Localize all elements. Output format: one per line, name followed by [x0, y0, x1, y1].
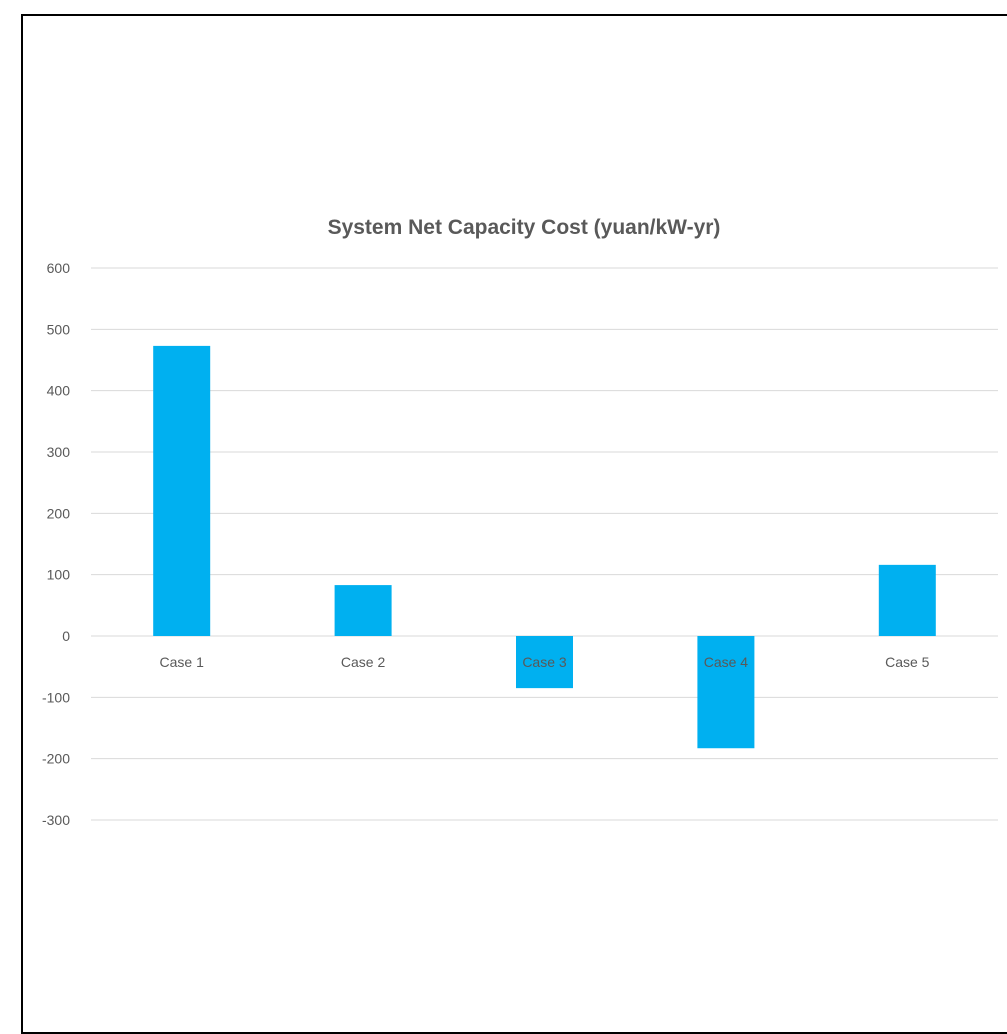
y-tick-label: 400	[47, 383, 71, 399]
category-label: Case 5	[885, 654, 930, 670]
y-tick-label: -200	[42, 751, 70, 767]
y-tick-label: 200	[47, 505, 71, 521]
category-labels: Case 1 Case 2 Case 3 Case 4 Case 5	[160, 654, 930, 670]
y-tick-label: 300	[47, 444, 71, 460]
category-label: Case 4	[704, 654, 749, 670]
y-tick-label: 600	[47, 260, 71, 276]
chart-title: System Net Capacity Cost (yuan/kW-yr)	[328, 216, 721, 239]
bars	[153, 345, 936, 749]
bar-case-2	[334, 585, 392, 636]
bar-case-4	[697, 636, 755, 749]
y-tick-label: -100	[42, 689, 70, 705]
bar-case-3	[516, 636, 573, 689]
y-tick-label: 500	[47, 321, 71, 337]
gridlines	[91, 267, 998, 821]
category-label: Case 1	[160, 654, 205, 670]
y-tick-label: 0	[62, 628, 70, 644]
y-tick-label: 100	[47, 567, 71, 583]
bar-case-1	[153, 345, 211, 636]
category-label: Case 3	[522, 654, 567, 670]
category-label: Case 2	[341, 654, 386, 670]
y-axis-ticks: -300 -200 -100 0 100 200 300 400 500 600	[42, 260, 70, 828]
y-tick-label: -300	[42, 812, 70, 828]
bar-case-5	[878, 564, 936, 636]
